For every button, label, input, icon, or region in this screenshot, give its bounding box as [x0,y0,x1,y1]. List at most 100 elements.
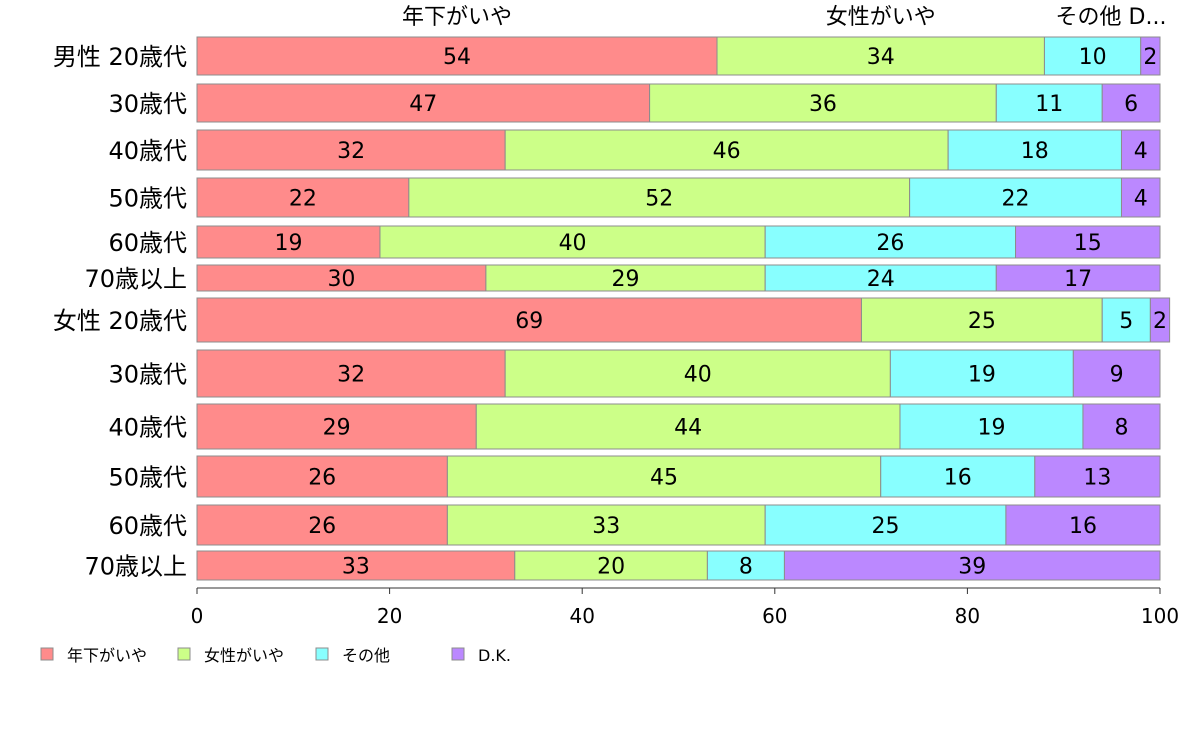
bar-segment [196,297,862,343]
x-tick-label: 100 [1141,604,1179,628]
x-tick-label: 40 [569,604,594,628]
data-label: 11 [1035,92,1063,117]
data-label: 24 [867,267,895,292]
bar-segment [860,297,1103,343]
bar-segment [408,177,911,218]
bar-segment [764,504,1007,546]
top-series-label: 女性がいや [826,5,936,30]
category-label: 40歳代 [108,414,187,442]
bar-segment [1120,129,1161,171]
data-label: 36 [809,92,837,117]
legend-item: D.K. [451,646,511,665]
data-label: 17 [1064,267,1092,292]
category-label: 60歳代 [108,229,187,257]
legend-swatch [40,647,54,661]
data-label: 47 [409,92,437,117]
data-label: 54 [443,45,471,70]
data-label: 25 [872,514,900,539]
data-label: 6 [1124,92,1138,117]
data-label: 32 [337,139,365,164]
bar-segment [446,504,766,546]
category-label: 50歳代 [108,185,187,213]
category-label: 30歳代 [108,361,187,389]
x-tick-label: 60 [762,604,787,628]
data-label: 25 [968,309,996,334]
bar-segment [196,225,381,259]
data-label: 2 [1143,45,1157,70]
data-label: 32 [337,363,365,388]
bar-segment [909,177,1122,218]
data-label: 20 [597,555,625,580]
category-label: 女性 20歳代 [53,307,187,335]
data-label: 16 [944,466,972,491]
data-label: 22 [289,187,317,212]
bar-segment [1034,455,1161,498]
bar-segment [1101,297,1151,343]
bar-segment [880,455,1036,498]
data-label: 19 [977,416,1005,441]
data-label: 39 [958,555,986,580]
data-label: 33 [592,514,620,539]
category-label: 30歳代 [108,90,187,118]
data-label: 4 [1134,139,1148,164]
x-tick-label: 20 [377,604,402,628]
category-label: 60歳代 [108,512,187,540]
bar-segment [706,550,785,581]
legend-item: その他 [315,646,390,665]
bar-segment [764,264,997,292]
data-label: 8 [739,555,753,580]
bar-segment [196,550,516,581]
data-label: 9 [1110,363,1124,388]
category-label: 70歳以上 [84,553,187,581]
bar-segment [196,177,410,218]
bar-segment [947,129,1122,171]
data-label: 19 [274,231,302,256]
legend-swatch [315,647,329,661]
legend: 年下がいや 女性がいや その他 D.K. [40,646,511,665]
category-label: 男性 20歳代 [53,43,187,71]
data-label: 33 [342,555,370,580]
x-tick-label: 0 [191,604,204,628]
data-label: 8 [1114,416,1128,441]
category-label: 50歳代 [108,464,187,492]
bar-segment [1043,36,1142,76]
bar-segment [196,129,506,171]
data-label: 16 [1069,514,1097,539]
bar-segment [446,455,882,498]
bar-segment [196,349,506,398]
bar-segment [485,264,766,292]
data-label: 22 [1002,187,1030,212]
data-label: 26 [308,514,336,539]
data-label: 18 [1021,139,1049,164]
data-label: 13 [1083,466,1111,491]
data-label: 34 [867,45,895,70]
bar-segment [764,225,1017,259]
legend-label: その他 [342,646,390,665]
bar-segment [995,83,1103,123]
bar-segment [716,36,1045,76]
bar-segment [1149,297,1171,343]
data-label: 30 [327,267,355,292]
legend-label: 女性がいや [204,646,284,665]
data-label: 19 [968,363,996,388]
data-label: 69 [515,309,543,334]
top-series-label: 年下がいや [402,5,512,30]
bar-segment [379,225,766,259]
legend-swatch [451,647,465,661]
bar-segment [196,36,718,76]
bar-segment [196,83,651,123]
bar-segment [1015,225,1161,259]
top-labels: 年下がいや 女性がいや その他 D... [402,5,1166,30]
legend-label: D.K. [478,646,511,665]
x-tick-label: 80 [955,604,980,628]
data-label: 2 [1153,309,1167,334]
data-label: 45 [650,466,678,491]
legend-item: 女性がいや [177,646,284,665]
bar-segment [196,455,448,498]
bar-segment [475,403,901,450]
bar-segment [1101,83,1161,123]
bar-segment [1005,504,1161,546]
